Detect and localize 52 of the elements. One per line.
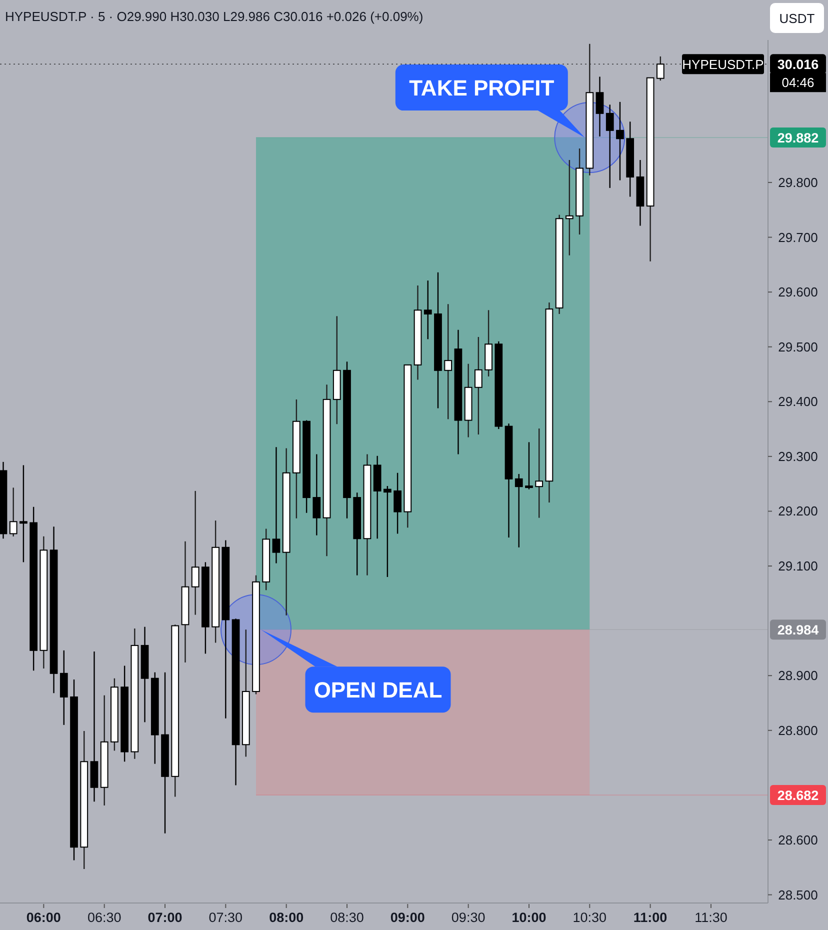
candlestick <box>525 442 533 490</box>
annotation: OPEN DEAL <box>314 678 442 703</box>
candlestick <box>394 472 402 534</box>
ref-line-label: 30.016 <box>777 57 820 72</box>
candlestick <box>312 454 321 536</box>
text: USDT <box>779 11 815 26</box>
y-tick-label: 29.600 <box>778 284 818 300</box>
candlestick <box>191 490 200 616</box>
ref-line-label: 28.682 <box>777 788 819 804</box>
annotation: TAKE PROFIT <box>409 76 555 101</box>
candlestick <box>424 280 432 340</box>
candlestick <box>616 101 624 181</box>
candlestick <box>565 159 574 256</box>
candlestick <box>272 446 280 564</box>
x-tick-label: 11:30 <box>694 910 728 925</box>
y-tick-label: 29.400 <box>778 394 818 410</box>
x-tick-label: 09:00 <box>390 910 425 925</box>
ref-line-label: 28.984 <box>777 622 820 638</box>
x-tick-label: 06:00 <box>26 910 61 925</box>
x-tick-label: 08:00 <box>269 910 304 925</box>
y-tick-label: 28.900 <box>778 668 818 684</box>
candlestick <box>60 650 68 726</box>
candlestick <box>596 76 604 138</box>
y-tick-label: 29.300 <box>778 448 818 464</box>
y-tick-label: 28.800 <box>778 722 818 738</box>
candlestick <box>474 336 482 436</box>
candlestick <box>20 464 28 563</box>
text: 04:46 <box>782 75 814 90</box>
candlestick <box>535 428 544 518</box>
y-tick-label: 29.800 <box>778 174 818 190</box>
ref-line-label: 29.882 <box>777 130 819 146</box>
x-tick-label: 10:30 <box>572 910 607 925</box>
annotation: HYPEUSDT.P <box>682 57 764 72</box>
x-tick-label: 08:30 <box>330 910 364 925</box>
x-tick-label: 07:30 <box>208 910 243 925</box>
x-tick-label: 09:30 <box>451 910 486 925</box>
x-tick-label: 11:00 <box>633 910 668 925</box>
y-tick-label: 29.500 <box>778 339 818 354</box>
x-tick-label: 10:00 <box>512 910 546 925</box>
y-tick-label: 29.700 <box>778 230 818 245</box>
y-tick-label: 29.100 <box>778 558 818 574</box>
x-tick-label: 06:30 <box>87 910 122 925</box>
y-tick-label: 28.500 <box>778 887 818 902</box>
y-tick-label: 28.600 <box>778 832 818 848</box>
x-tick-label: 07:00 <box>148 910 182 925</box>
chart-title: HYPEUSDT.P · 5 · O29.990 H30.030 L29.986 C30.016 +0.026 (+0.09%) <box>5 9 424 24</box>
y-tick-label: 29.200 <box>778 504 818 519</box>
candlestick <box>514 473 523 548</box>
candlestick <box>9 487 18 538</box>
candlestick <box>606 104 614 189</box>
candlestick <box>444 304 452 420</box>
candlestick <box>383 485 392 578</box>
